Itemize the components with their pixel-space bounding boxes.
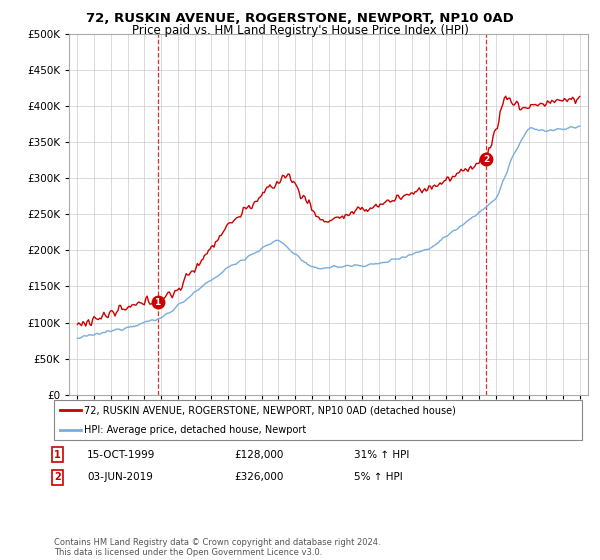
Text: 72, RUSKIN AVENUE, ROGERSTONE, NEWPORT, NP10 0AD (detached house): 72, RUSKIN AVENUE, ROGERSTONE, NEWPORT, … [84,405,456,416]
Text: 5% ↑ HPI: 5% ↑ HPI [354,472,403,482]
Text: 31% ↑ HPI: 31% ↑ HPI [354,450,409,460]
Text: 15-OCT-1999: 15-OCT-1999 [87,450,155,460]
Text: £326,000: £326,000 [234,472,283,482]
Text: 2: 2 [54,472,61,482]
Text: £128,000: £128,000 [234,450,283,460]
Text: 72, RUSKIN AVENUE, ROGERSTONE, NEWPORT, NP10 0AD: 72, RUSKIN AVENUE, ROGERSTONE, NEWPORT, … [86,12,514,25]
Text: HPI: Average price, detached house, Newport: HPI: Average price, detached house, Newp… [84,425,306,435]
Text: 1: 1 [154,298,161,307]
Text: 1: 1 [54,450,61,460]
Text: Contains HM Land Registry data © Crown copyright and database right 2024.
This d: Contains HM Land Registry data © Crown c… [54,538,380,557]
Text: 2: 2 [483,155,490,164]
Text: 03-JUN-2019: 03-JUN-2019 [87,472,153,482]
Text: Price paid vs. HM Land Registry's House Price Index (HPI): Price paid vs. HM Land Registry's House … [131,24,469,36]
